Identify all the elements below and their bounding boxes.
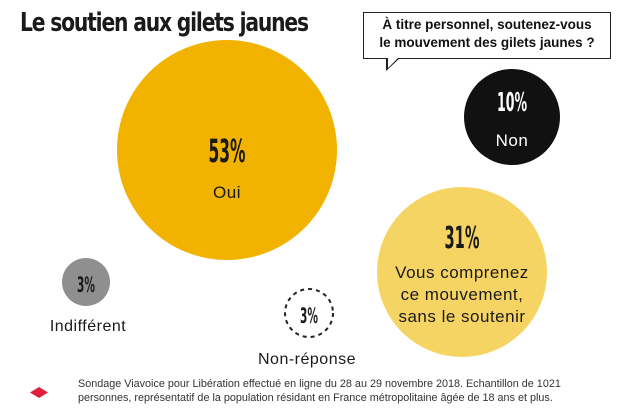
- bubble-vous-comprenez-ce-mouvement-sans-le-soutenir: [377, 187, 547, 357]
- category-label-non-reponse: Non-réponse: [258, 351, 356, 368]
- question-bubble: À titre personnel, soutenez-vous le mouv…: [363, 12, 611, 71]
- data-label-non: 10%: [497, 88, 527, 118]
- footer-line-1: Sondage Viavoice pour Libération effectu…: [78, 378, 561, 390]
- bubble-oui: [117, 40, 337, 260]
- category-label-oui: Oui: [213, 183, 241, 202]
- bubble-non: [464, 69, 560, 165]
- data-label-indifferent: 3%: [77, 273, 95, 297]
- category-label-indifferent: Indifférent: [50, 318, 126, 335]
- bubble-non-reponse: [284, 288, 334, 338]
- footer-line-2: personnes, représentatif de la populatio…: [78, 391, 553, 404]
- bubble-indifferent: [62, 258, 110, 306]
- category-label-vous-comprenez-ce-mouvement-sans-le-soutenir-3: sans le soutenir: [398, 307, 525, 326]
- data-label-vous-comprenez-ce-mouvement-sans-le-soutenir: 31%: [445, 221, 480, 256]
- data-label-non-reponse: 3%: [300, 304, 318, 328]
- data-label-oui: 53%: [209, 132, 246, 170]
- footer-diamond-icon: [30, 387, 48, 398]
- question-bubble-tail-inner: [387, 58, 398, 68]
- chart-title: Le soutien aux gilets jaunes: [20, 8, 309, 38]
- category-label-vous-comprenez-ce-mouvement-sans-le-soutenir-1: Vous comprenez: [395, 263, 529, 282]
- question-line-2: le mouvement des gilets jaunes ?: [379, 35, 595, 50]
- category-label-non: Non: [496, 131, 529, 150]
- footer-source: Sondage Viavoice pour Libération effectu…: [78, 378, 598, 405]
- question-line-1: À titre personnel, soutenez-vous: [382, 17, 592, 32]
- category-label-vous-comprenez-ce-mouvement-sans-le-soutenir-2: ce mouvement,: [401, 285, 524, 304]
